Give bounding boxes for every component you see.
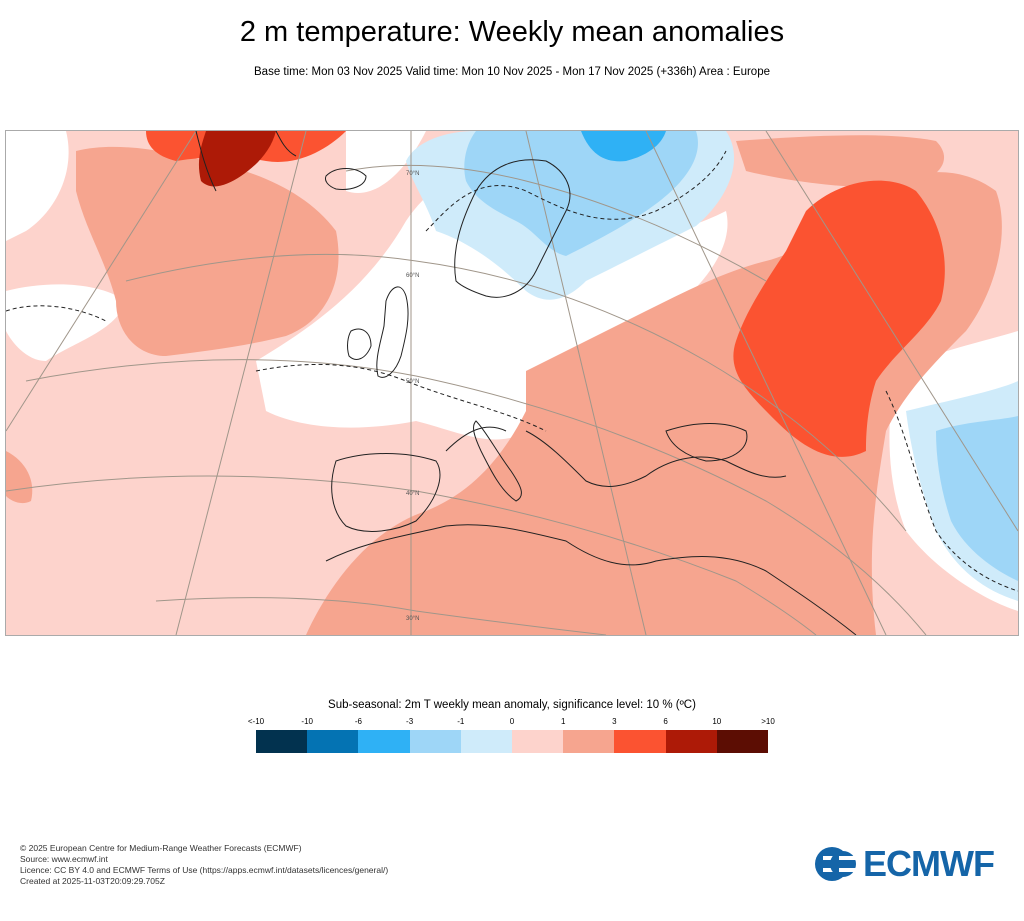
graticule-lat-40: [6, 475, 817, 635]
graticule-lon-e40: [645, 131, 887, 635]
significance-contours: [6, 150, 1018, 592]
coastline-scandinavia: [454, 159, 571, 298]
coastline-iceland: [325, 168, 367, 190]
lat-label-30: 30°N: [406, 616, 419, 622]
graticule-lat-50: [25, 359, 927, 635]
warm-region-russia: [733, 180, 945, 457]
graticule-lon-w20: [175, 131, 307, 635]
footer-created: Created at 2025-11-03T20:09:29.705Z: [20, 876, 165, 886]
colorbar-tick: >10: [761, 717, 775, 726]
coastline-greenland: [195, 131, 297, 192]
colorbar-tick: 1: [560, 717, 566, 726]
insignificant-region-atlantic: [6, 284, 126, 361]
insignificant-region-nw: [6, 131, 69, 241]
coastlines: [195, 131, 857, 635]
colorbar-segment: [460, 730, 513, 753]
colorbar-segment: [307, 730, 359, 753]
significance-contour-west: [6, 305, 107, 322]
lat-label-40: 40°N: [406, 491, 419, 497]
graticule-lat-30: [155, 597, 607, 635]
lat-label-70: 70°N: [406, 171, 419, 177]
significance-contour-east: [885, 390, 1018, 592]
lat-label-50: 50°N: [406, 379, 419, 385]
coastline-italy: [473, 420, 522, 502]
graticule: [6, 131, 1018, 635]
colorbar-tick: 10: [712, 717, 722, 726]
footer-copyright: © 2025 European Centre for Medium-Range …: [20, 843, 302, 853]
colorbar-tick: -6: [354, 717, 362, 726]
cold-region-east: [936, 416, 1018, 581]
legend-title: Sub-seasonal: 2m T weekly mean anomaly, …: [328, 699, 696, 711]
ecmwf-logo: ECMWF: [813, 845, 1005, 883]
colorbar-segment: [716, 730, 769, 753]
colorbar-tick: 6: [663, 717, 668, 726]
colorbar-segment: [563, 730, 615, 753]
colorbar-tick: 3: [612, 717, 617, 726]
colorbar-segment: [512, 730, 564, 753]
chart-title: 2 m temperature: Weekly mean anomalies: [239, 16, 785, 48]
colorbar-ticks: <-10 -10 -6 -3 -1 0 1 3 6 10 >10: [248, 717, 775, 729]
warm-region-ne: [736, 135, 945, 188]
ecmwf-logo-text: ECMWF: [863, 843, 995, 884]
coastline-europe-south: [445, 426, 787, 487]
graticule-lon-e20: [525, 131, 647, 635]
colorbar-segment: [409, 730, 461, 753]
colorbar: [256, 730, 769, 753]
chart-subtitle: Base time: Mon 03 Nov 2025 Valid time: M…: [254, 66, 770, 78]
coastline-africa: [325, 524, 857, 635]
footer-credits: © 2025 European Centre for Medium-Range …: [20, 843, 388, 887]
graticule-lat-60: [125, 253, 907, 532]
colorbar-tick: -1: [457, 717, 465, 726]
warm-region-atlantic: [76, 146, 339, 356]
colorbar-segment: [614, 730, 666, 753]
lat-label-60: 60°N: [406, 273, 419, 279]
footer-source: Source: www.ecmwf.int: [20, 854, 108, 864]
graticule-lon-e60: [765, 131, 1018, 532]
colorbar-segment: [256, 730, 308, 753]
coastline-black-sea: [665, 423, 748, 462]
cold-region-scandinavia: [464, 131, 698, 256]
colorbar-tick: -10: [301, 717, 313, 726]
colorbar-tick: 0: [509, 717, 515, 726]
graticule-lon-w40: [6, 131, 197, 432]
map-svg: 70°N 60°N 50°N 40°N 30°N: [6, 131, 1018, 635]
coastline-iberia: [331, 453, 441, 532]
significance-contour-north: [425, 150, 727, 232]
colorbar-segment: [358, 730, 410, 753]
cold-region-north-russia: [581, 131, 666, 162]
coastline-ireland: [347, 328, 372, 360]
colorbar-tick: -3: [406, 717, 414, 726]
warm-region-greenland: [198, 131, 276, 187]
ecmwf-logo-icon: [815, 847, 861, 881]
graticule-lat-70: [345, 164, 767, 282]
footer-licence: Licence: CC BY 4.0 and ECMWF Terms of Us…: [20, 865, 389, 875]
anomaly-map: 70°N 60°N 50°N 40°N 30°N: [5, 130, 1019, 636]
coastline-britain: [376, 286, 409, 378]
colorbar-tick: <-10: [247, 717, 265, 726]
colorbar-segment: [665, 730, 717, 753]
